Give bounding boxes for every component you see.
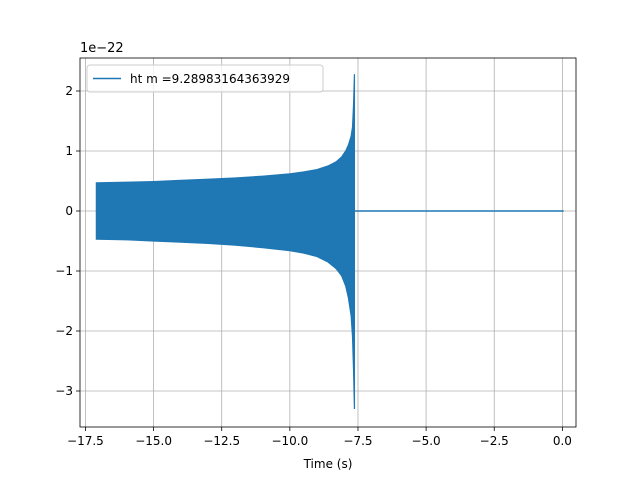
x-tick-label: −7.5 [343, 434, 372, 448]
y-tick-label: −3 [55, 384, 73, 398]
legend: ht m =9.28983164363929 [86, 64, 324, 93]
y-tick-label: 1 [65, 144, 73, 158]
axes-frame [79, 57, 577, 428]
x-tick-label: −12.5 [203, 434, 240, 448]
y-tick-label: −2 [55, 324, 73, 338]
y-tick-label: −1 [55, 264, 73, 278]
x-tick-label: 0.0 [553, 434, 572, 448]
y-axis: −3 −2 −1 0 1 2 [55, 84, 80, 398]
x-tick-label: −5.0 [412, 434, 441, 448]
x-tick-label: −10.0 [271, 434, 308, 448]
y-tick-label: 2 [65, 84, 73, 98]
x-tick-label: −2.5 [480, 434, 509, 448]
legend-label: ht m =9.28983164363929 [130, 72, 290, 86]
x-axis-label: Time (s) [303, 457, 353, 471]
y-tick-label: 0 [65, 204, 73, 218]
plot-area [95, 74, 564, 410]
legend-box [86, 64, 324, 93]
x-tick-label: −17.5 [67, 434, 104, 448]
x-tick-label: −15.0 [135, 434, 172, 448]
waveform-envelope [95, 74, 356, 410]
y-offset-label: 1e−22 [80, 41, 124, 56]
x-axis: −17.5 −15.0 −12.5 −10.0 −7.5 −5.0 −2.5 0.0 [67, 427, 572, 448]
